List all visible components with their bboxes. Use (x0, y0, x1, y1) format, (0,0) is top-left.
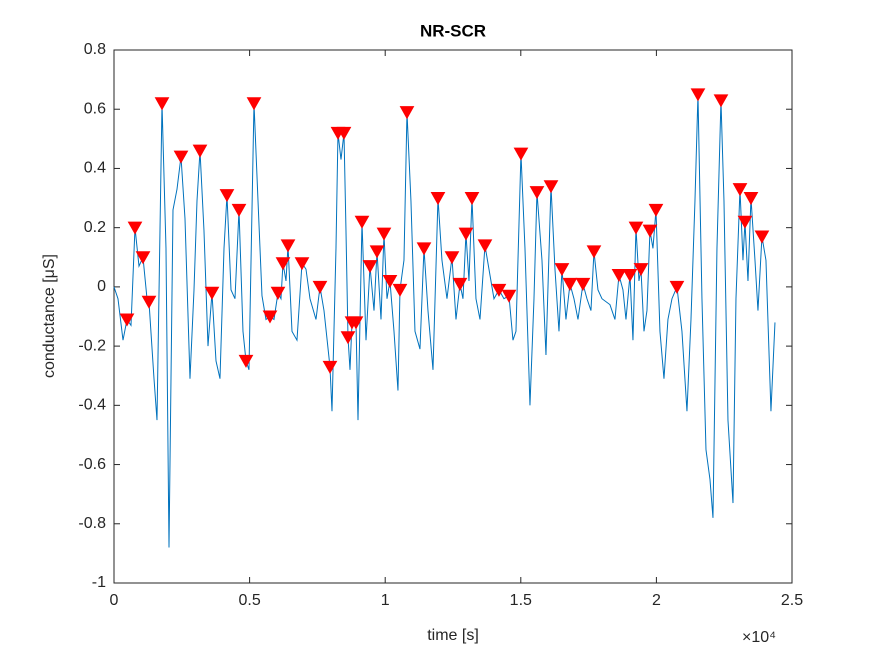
peak-marker (543, 180, 559, 194)
peak-marker (737, 215, 753, 229)
peak-marker (562, 277, 578, 291)
x-tick-label: 0 (110, 592, 119, 609)
peak-marker (754, 230, 770, 244)
peak-marker (648, 203, 664, 217)
peak-marker (246, 97, 262, 111)
peak-marker (376, 227, 392, 241)
x-tick-label: 2.5 (781, 592, 803, 609)
peak-marker (464, 192, 480, 206)
peak-marker (690, 88, 706, 102)
peak-marker (713, 94, 729, 108)
peak-marker (501, 289, 517, 303)
peak-marker (280, 239, 296, 253)
peak-marker (270, 286, 286, 300)
peak-marker (430, 192, 446, 206)
peak-marker (743, 192, 759, 206)
x-tick-label: 1 (381, 592, 390, 609)
y-tick-label: 0.6 (84, 100, 106, 117)
chart-title: NR-SCR (420, 21, 486, 40)
peak-marker (275, 257, 291, 271)
peak-marker (238, 354, 254, 368)
peak-marker (452, 277, 468, 291)
peak-marker (575, 277, 591, 291)
peak-marker (392, 283, 408, 297)
peak-marker (622, 269, 638, 283)
y-tick-label: 0.8 (84, 41, 106, 58)
peak-marker (219, 189, 235, 203)
x-tick-label: 1.5 (510, 592, 532, 609)
peak-marker (529, 186, 545, 200)
y-tick-label: -0.4 (78, 397, 106, 414)
peak-marker (231, 203, 247, 217)
peak-marker (294, 257, 310, 271)
peak-marker (262, 310, 278, 324)
peak-marker (154, 97, 170, 111)
peak-marker (611, 269, 627, 283)
peak-marker (141, 295, 157, 309)
y-tick-label: 0.2 (84, 219, 106, 236)
peak-marker (336, 126, 352, 140)
peak-marker (382, 274, 398, 288)
peak-marker (669, 280, 685, 294)
peak-marker (127, 221, 143, 235)
y-tick-label: 0 (97, 278, 106, 295)
peak-marker (554, 263, 570, 277)
peak-marker (633, 263, 649, 277)
peak-marker (444, 251, 460, 265)
peak-marker (192, 144, 208, 158)
y-axis-label: conductance [μS] (41, 254, 58, 378)
peak-marker (119, 313, 135, 327)
axes-box (113, 49, 793, 584)
x-tick-label: 0.5 (238, 592, 260, 609)
x-axis-label: time [s] (427, 627, 479, 644)
y-tick-label: -0.2 (78, 337, 106, 354)
peak-marker (354, 215, 370, 229)
peak-marker (362, 260, 378, 274)
peak-marker (348, 316, 364, 330)
peak-marker (322, 360, 338, 374)
peak-marker (369, 245, 385, 259)
data-line (113, 94, 776, 548)
peak-marker (312, 280, 328, 294)
x-tick-label: 2 (652, 592, 661, 609)
peak-marker (340, 331, 356, 345)
peak-marker (628, 221, 644, 235)
peak-marker (642, 224, 658, 238)
peak-marker (399, 106, 415, 120)
peak-marker (135, 251, 151, 265)
peak-marker (173, 150, 189, 164)
y-tick-label: -1 (92, 574, 106, 591)
peak-marker (513, 147, 529, 161)
peak-marker (732, 183, 748, 197)
peak-marker (458, 227, 474, 241)
peak-marker (586, 245, 602, 259)
y-tick-label: 0.4 (84, 160, 106, 177)
x-multiplier: ×10⁴ (742, 629, 776, 646)
peak-marker (477, 239, 493, 253)
y-tick-label: -0.6 (78, 456, 106, 473)
peak-marker (204, 286, 220, 300)
peak-marker (416, 242, 432, 256)
y-tick-label: -0.8 (78, 515, 106, 532)
